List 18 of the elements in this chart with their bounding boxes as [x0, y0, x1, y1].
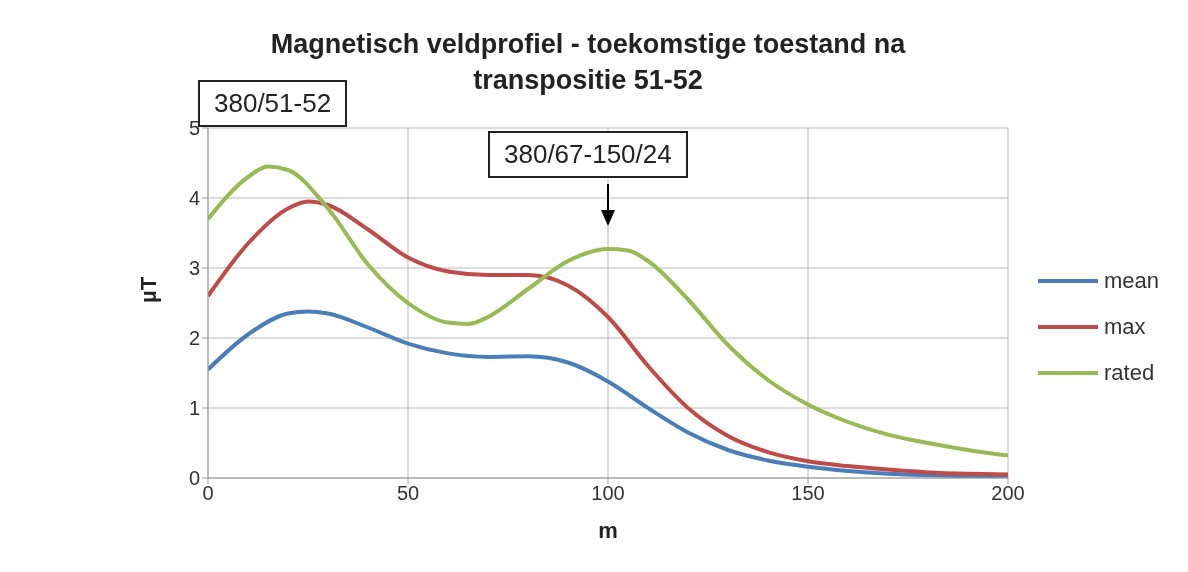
x-tick-label: 50 [396, 482, 420, 505]
x-axis-title: m [598, 518, 618, 543]
legend-label: max [1104, 314, 1146, 340]
y-tick-label: 3 [188, 257, 200, 280]
x-tick-label: 200 [991, 482, 1025, 505]
y-tick-label: 2 [188, 327, 200, 350]
y-tick-label: 4 [188, 187, 200, 210]
line-series [208, 164, 1008, 458]
y-tick-label: 1 [188, 397, 200, 420]
x-tick-label: 150 [791, 482, 825, 505]
legend-label: rated [1104, 360, 1155, 386]
y-axis-title: µT [135, 276, 161, 303]
x-tick-label: 0 [202, 482, 214, 505]
y-tick-label: 5 [188, 117, 200, 140]
annotation: 380/67-150/24 [488, 131, 688, 178]
x-tick-label: 100 [591, 482, 625, 505]
y-tick-label: 0 [188, 467, 200, 490]
legend-label: mean [1104, 268, 1160, 294]
